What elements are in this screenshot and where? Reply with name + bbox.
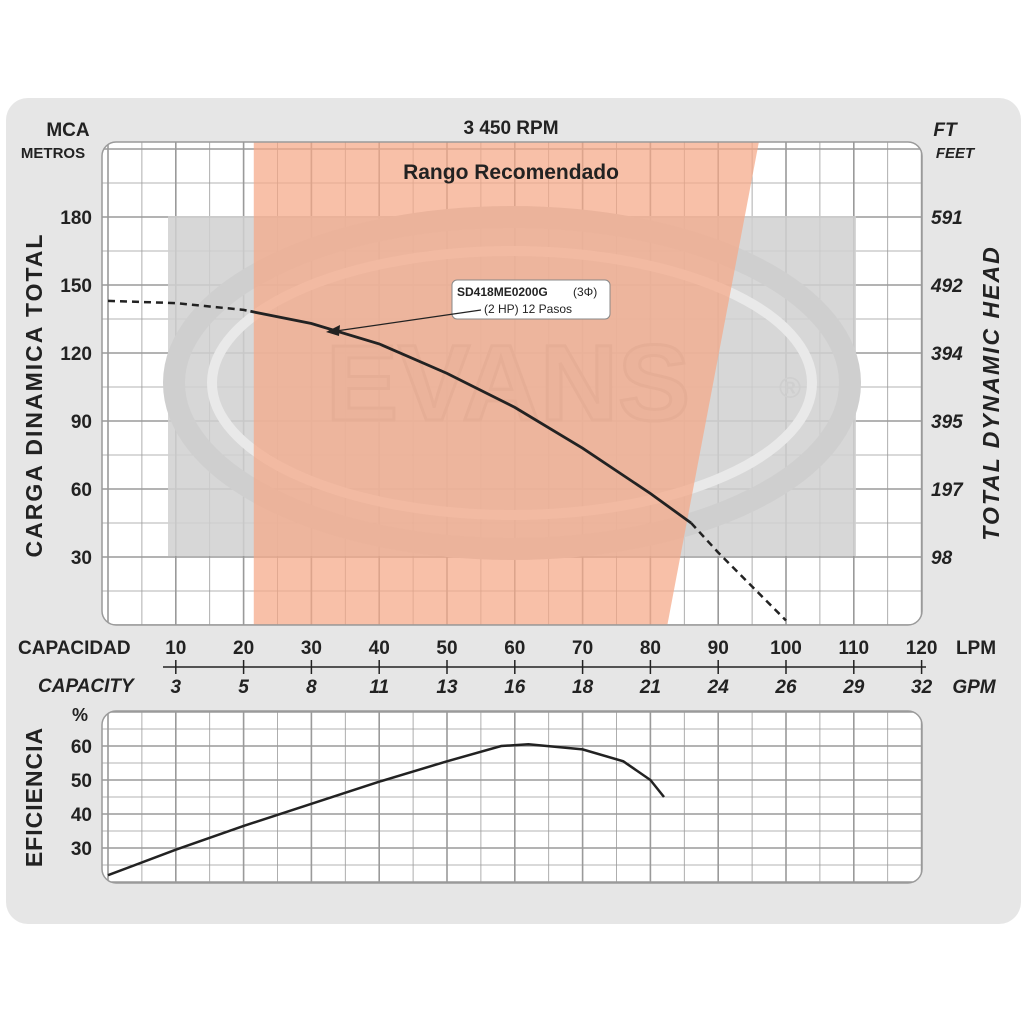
lpm-tick-label: 90 <box>708 638 729 659</box>
efficiency-tick-label: 50 <box>71 771 92 792</box>
head-curve-dashed-start <box>107 299 251 313</box>
head-curve-dashed-end <box>690 522 787 622</box>
callout-details: (2 HP) 12 Pasos <box>484 302 572 316</box>
gpm-tick-label: 29 <box>842 677 865 698</box>
right-axis-ticks: 98 197 395 394 492 591 <box>930 208 964 569</box>
efficiency-title: EFICIENCIA <box>21 727 47 867</box>
callout-arrowhead <box>326 325 340 336</box>
efficiency-tick-label: 30 <box>71 839 92 860</box>
efficiency-tick-label: 60 <box>71 737 92 758</box>
left-unit-sublabel: METROS <box>21 145 85 162</box>
gpm-tick-label: 26 <box>774 677 797 698</box>
callout-model: SD418ME0200G <box>457 285 548 299</box>
efficiency-line <box>107 743 665 877</box>
right-tick-label: 197 <box>931 480 964 501</box>
left-tick-label: 120 <box>60 344 92 365</box>
left-axis-title: CARGA DINAMICA TOTAL <box>21 233 47 558</box>
head-curve <box>107 299 787 622</box>
model-callout: SD418ME0200G (3Φ) (2 HP) 12 Pasos <box>326 279 611 336</box>
head-curve-solid <box>250 309 692 525</box>
right-axis-title: TOTAL DYNAMIC HEAD <box>978 245 1004 540</box>
right-unit-sublabel: FEET <box>936 145 976 162</box>
efficiency-tick-label: 40 <box>71 805 92 826</box>
lpm-tick-label: 110 <box>838 638 869 659</box>
gpm-tick-label: 16 <box>504 677 526 698</box>
lpm-tick-label: 10 <box>165 638 186 659</box>
gpm-tick-label: 32 <box>911 677 933 698</box>
efficiency-grid <box>102 711 922 883</box>
lpm-tick-label: 50 <box>436 638 457 659</box>
lpm-tick-label: 120 <box>906 638 938 659</box>
left-tick-label: 90 <box>71 412 92 433</box>
lpm-tick-label: 70 <box>572 638 593 659</box>
capacity-label-en: CAPACITY <box>38 676 136 697</box>
efficiency-plot <box>101 710 923 884</box>
left-tick-label: 60 <box>71 480 92 501</box>
recommended-range <box>253 142 759 625</box>
watermark-mark: ® <box>779 372 801 405</box>
left-tick-label: 30 <box>71 548 92 569</box>
lpm-tick-label: 100 <box>770 638 802 659</box>
efficiency-curve <box>107 743 665 877</box>
callout-arrow-line <box>335 309 482 332</box>
gpm-tick-label: 5 <box>238 677 249 698</box>
recommended-range-label: Rango Recomendado <box>403 161 619 184</box>
gpm-tick-label: 8 <box>306 677 317 698</box>
lpm-tick-label: 40 <box>369 638 390 659</box>
left-axis-ticks: 30 60 90 120 150 180 <box>60 208 92 569</box>
right-tick-label: 395 <box>931 412 963 433</box>
efficiency-unit: % <box>72 705 88 725</box>
efficiency-ticks: 30 40 50 60 <box>71 737 92 860</box>
efficiency-plot-border <box>101 710 923 884</box>
left-tick-label: 150 <box>60 276 92 297</box>
right-unit-label: FT <box>933 120 958 141</box>
right-tick-label: 394 <box>931 344 963 365</box>
lpm-tick-label: 30 <box>301 638 322 659</box>
gpm-tick-label: 18 <box>572 677 594 698</box>
chart-title: 3 450 RPM <box>463 118 558 139</box>
capacity-ticks: 10 3 20 5 30 8 40 11 50 13 60 16 70 18 80 21 90 24 100 26 11… <box>165 638 937 698</box>
head-plot-border <box>101 141 923 626</box>
lpm-tick-label: 60 <box>504 638 525 659</box>
gpm-unit: GPM <box>952 677 996 698</box>
gpm-tick-label: 13 <box>436 677 458 698</box>
callout-phase: (3Φ) <box>573 285 597 299</box>
left-tick-label: 180 <box>60 208 92 229</box>
lpm-tick-label: 80 <box>640 638 661 659</box>
gpm-tick-label: 24 <box>707 677 730 698</box>
head-plot: EVANS® <box>101 141 923 626</box>
left-unit-label: MCA <box>46 120 90 141</box>
lpm-tick-label: 20 <box>233 638 254 659</box>
lpm-unit: LPM <box>956 638 996 659</box>
capacity-label: CAPACIDAD <box>18 638 131 659</box>
right-tick-label: 492 <box>930 276 963 297</box>
gpm-tick-label: 21 <box>639 677 661 698</box>
gpm-tick-label: 3 <box>171 677 182 698</box>
gpm-tick-label: 11 <box>369 677 389 698</box>
right-tick-label: 98 <box>931 548 953 569</box>
right-tick-label: 591 <box>931 208 963 229</box>
callout-box <box>451 279 611 320</box>
